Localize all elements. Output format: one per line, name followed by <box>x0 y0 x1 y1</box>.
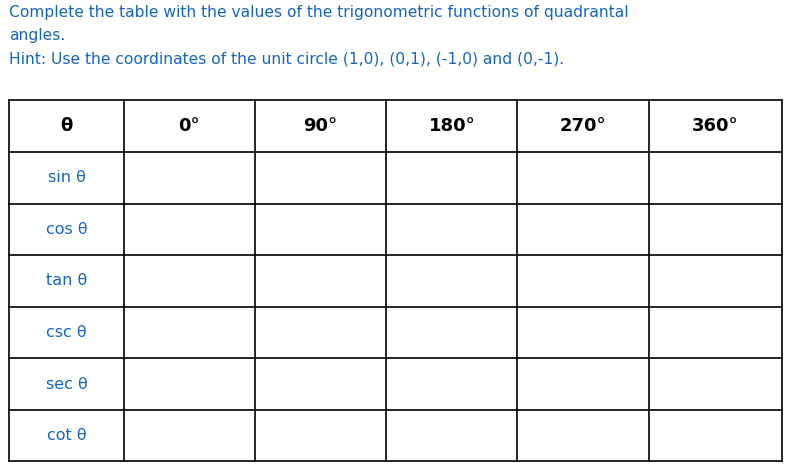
Text: csc θ: csc θ <box>47 325 87 340</box>
Text: cot θ: cot θ <box>47 428 86 443</box>
Text: 180°: 180° <box>429 117 475 135</box>
Text: Complete the table with the values of the trigonometric functions of quadrantal: Complete the table with the values of th… <box>9 5 629 20</box>
Text: cos θ: cos θ <box>46 222 88 237</box>
Text: angles.: angles. <box>9 28 66 43</box>
Text: tan θ: tan θ <box>46 273 87 289</box>
Text: 270°: 270° <box>560 117 607 135</box>
Text: Hint: Use the coordinates of the unit circle (1,0), (0,1), (-1,0) and (0,-1).: Hint: Use the coordinates of the unit ci… <box>9 52 565 67</box>
Text: sec θ: sec θ <box>46 376 88 391</box>
Text: 90°: 90° <box>304 117 338 135</box>
Text: 360°: 360° <box>692 117 739 135</box>
Text: 0°: 0° <box>179 117 200 135</box>
Text: θ: θ <box>60 117 73 135</box>
Text: sin θ: sin θ <box>47 170 85 185</box>
